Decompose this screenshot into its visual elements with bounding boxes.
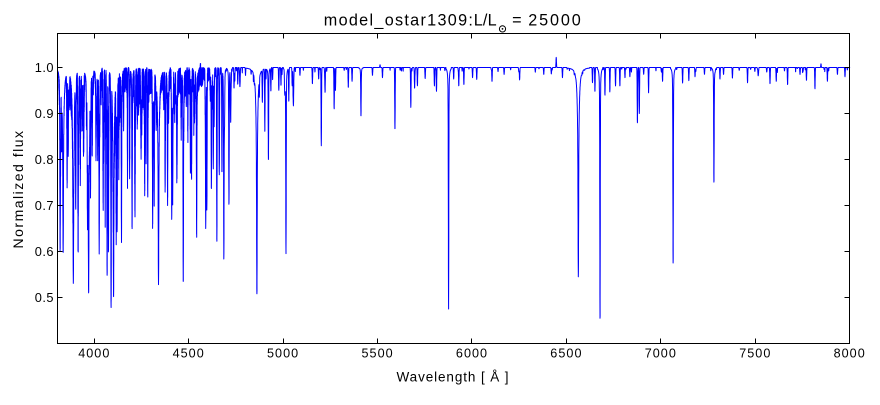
svg-text:L/L: L/L xyxy=(474,12,497,30)
svg-text:5000: 5000 xyxy=(267,347,299,361)
svg-text:Normalized flux: Normalized flux xyxy=(10,130,26,249)
svg-text:4000: 4000 xyxy=(78,347,110,361)
svg-text:8000: 8000 xyxy=(834,347,866,361)
svg-text:model_ostar1309:: model_ostar1309: xyxy=(324,12,474,30)
svg-text:6000: 6000 xyxy=(456,347,488,361)
svg-text:25000: 25000 xyxy=(528,12,582,30)
svg-text:5500: 5500 xyxy=(361,347,393,361)
svg-text:0.5: 0.5 xyxy=(35,290,54,305)
svg-text:4500: 4500 xyxy=(173,347,205,361)
svg-text:1.0: 1.0 xyxy=(35,60,54,75)
svg-text:0.8: 0.8 xyxy=(35,152,54,167)
svg-text:7000: 7000 xyxy=(645,347,677,361)
svg-text:0.9: 0.9 xyxy=(35,106,54,121)
svg-text:=: = xyxy=(512,12,521,30)
svg-text:6500: 6500 xyxy=(550,347,582,361)
svg-text:0.7: 0.7 xyxy=(35,198,54,213)
svg-text:7500: 7500 xyxy=(739,347,771,361)
svg-text:0.6: 0.6 xyxy=(35,244,54,259)
svg-text:Wavelength [ Å ]: Wavelength [ Å ] xyxy=(397,370,510,385)
